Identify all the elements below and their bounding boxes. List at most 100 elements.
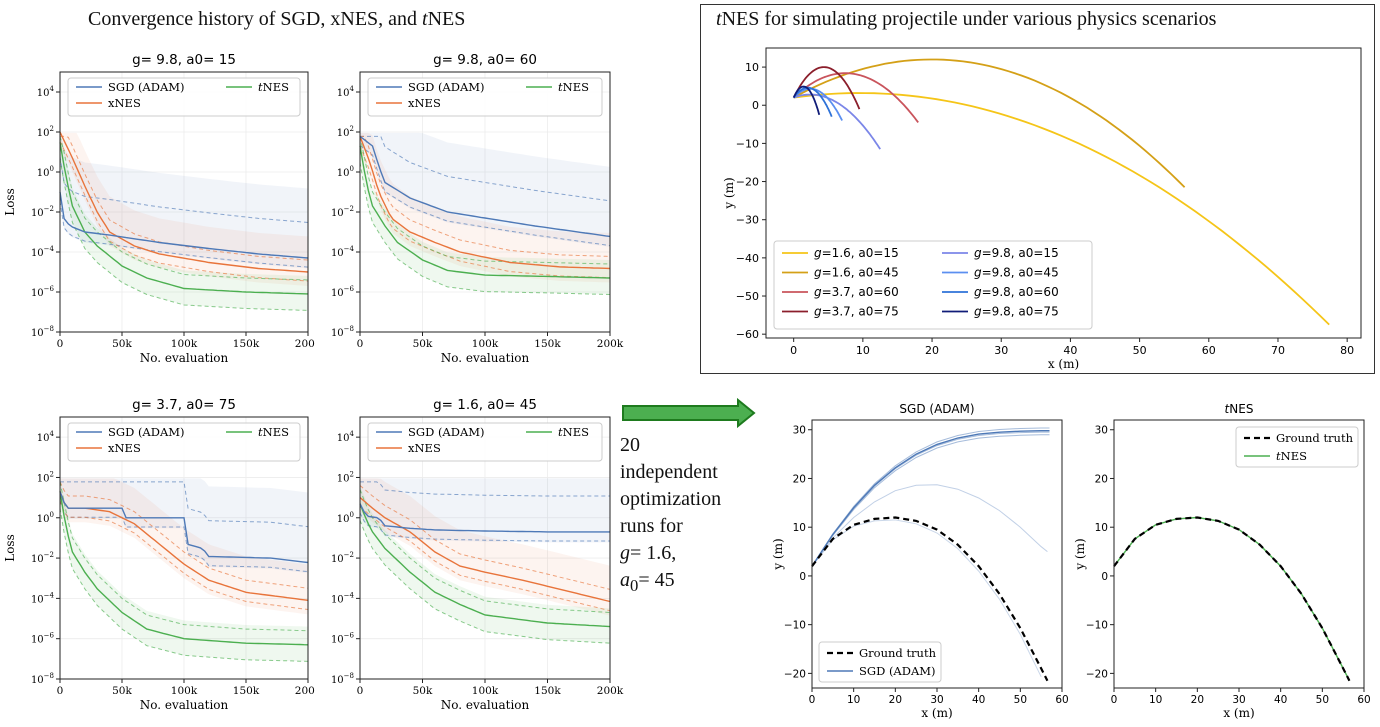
x-tick-label: 100k: [171, 685, 198, 697]
y-tick-label: −20: [1086, 668, 1108, 680]
y-tick-label: 10−2: [331, 551, 354, 565]
x-tick-label: 0: [1111, 694, 1118, 706]
x-tick-label: 200k: [597, 685, 624, 697]
legend-label: g=9.8, a0=15: [974, 246, 1059, 260]
x-tick-label: 50: [1316, 694, 1329, 706]
sgd-median-line: [359, 135, 611, 238]
x-tick-label: 200k: [295, 685, 315, 697]
chart-title: SGD (ADAM): [899, 402, 974, 416]
x-tick-label: 30: [994, 344, 1008, 357]
legend-label: SGD (ADAM): [108, 425, 185, 439]
x-tick-label: 20: [889, 694, 902, 706]
note-g-value: = 1.6,: [630, 542, 677, 564]
legend-label: Ground truth: [1276, 431, 1354, 445]
y-tick-label: −60: [736, 328, 759, 341]
loss-chart-g9.8-a60: g= 9.8, a0= 60 0 50k 100k 150k 200k 10−8 10−6 10…: [331, 52, 624, 365]
y-tick-label: 10−4: [31, 591, 55, 605]
xnes-percentile-line: [59, 500, 309, 610]
sgd-percentile-line: [360, 481, 610, 497]
legend-label: SGD (ADAM): [108, 80, 185, 94]
trajectory-line: [793, 92, 1330, 326]
legend-label: g=1.6, a0=15: [814, 246, 899, 260]
y-tick-label: 0: [799, 571, 806, 583]
sgd-percentile-line: [359, 145, 611, 247]
y-tick-label: −10: [784, 620, 806, 632]
legend-label: g=3.7, a0=60: [814, 285, 899, 299]
ground-truth-line: [811, 516, 1049, 682]
note-line-3: optimization: [620, 488, 722, 510]
legend-label: tNES: [258, 80, 289, 94]
legend-label: xNES: [108, 96, 141, 110]
tnes-median-line: [359, 503, 611, 628]
chart-title: tNES: [1225, 402, 1254, 416]
y-tick-label: 104: [337, 85, 355, 99]
y-tick-label: 100: [337, 165, 354, 179]
tnes-spread-band: [360, 485, 610, 644]
sgd-percentile-line: [59, 500, 309, 573]
legend-label: Ground truth: [859, 646, 937, 660]
note-line-6: a0= 45: [620, 567, 720, 599]
xnes-percentile-line: [360, 135, 611, 257]
y-tick-label: −20: [736, 176, 759, 189]
chart-title: g= 9.8, a0= 60: [433, 52, 537, 68]
sgd-spread-band: [60, 478, 308, 574]
x-tick-label: 0: [57, 338, 64, 350]
y-tick-label: 104: [37, 430, 55, 444]
legend-label: g=3.7, a0=75: [814, 305, 899, 319]
x-tick-label: 50k: [413, 685, 433, 697]
arrow-shape: [622, 398, 756, 429]
sgd-spread-band: [360, 478, 610, 543]
y-tick-label: 20: [1095, 473, 1108, 485]
plot-frame: [765, 47, 1362, 339]
xnes-spread-band: [60, 132, 308, 286]
y-tick-label: 10−8: [331, 325, 354, 339]
trajectory-line: [793, 72, 919, 123]
sgd-spread-band: [360, 132, 610, 247]
legend-label: tNES: [558, 425, 589, 439]
y-tick-label: 10−4: [31, 245, 55, 259]
x-tick-label: 50k: [112, 338, 132, 350]
sgd-run-line: [811, 431, 1050, 567]
sgd-percentile-line: [360, 135, 611, 202]
xnes-median-line: [59, 131, 309, 273]
loss-chart-g3.7-a75: g= 3.7, a0= 75 0 50k 100k 150k 200k 10−8 10−6 10…: [3, 397, 315, 712]
y-tick-label: 100: [37, 165, 54, 179]
x-tick-label: 60: [1055, 694, 1068, 706]
y-tick-label: 10−2: [31, 205, 54, 219]
sgd-run-line: [811, 484, 1048, 567]
trajectory-line: [792, 66, 861, 110]
y-tick-label: 30: [1095, 425, 1108, 437]
legend-label: SGD (ADAM): [408, 80, 485, 94]
tnes-percentile-line: [359, 136, 611, 265]
y-tick-label: 102: [37, 470, 54, 484]
y-tick-label: 10−6: [331, 285, 355, 299]
legend-label: xNES: [408, 441, 441, 455]
sgd-spread-band: [60, 132, 308, 269]
y-axis-label: y (m): [722, 177, 736, 209]
right-heading-t: t: [716, 8, 722, 30]
legend-label: g=9.8, a0=45: [974, 266, 1059, 280]
x-tick-label: 50: [1133, 344, 1147, 357]
sgd-fit-line: [811, 430, 1050, 567]
legend-label: xNES: [408, 96, 441, 110]
y-tick-label: 10−6: [31, 285, 55, 299]
sgd-median-line: [59, 491, 309, 564]
legend-label: g=9.8, a0=75: [974, 305, 1059, 319]
tnes-percentile-line: [59, 158, 309, 311]
tnes-median-line: [59, 142, 309, 295]
x-tick-label: 100k: [472, 338, 499, 350]
y-axis-label: y (m): [1073, 538, 1087, 570]
legend-label: tNES: [558, 80, 589, 94]
note-a-sub: 0: [630, 576, 639, 595]
right-panel-frame: [700, 4, 1375, 374]
tnes-spread-band: [360, 132, 610, 295]
loss-chart-g1.6-a45: g= 1.6, a0= 45 0 50k 100k 150k 200k 10−8 10−6 10…: [331, 397, 624, 712]
note-a: a: [620, 569, 630, 591]
x-tick-label: 60: [1202, 344, 1216, 357]
xnes-percentile-line: [60, 135, 309, 261]
legend-label: SGD (ADAM): [408, 425, 485, 439]
legend-label: SGD (ADAM): [859, 664, 936, 678]
x-tick-label: 30: [1232, 694, 1245, 706]
y-tick-label: 10−2: [31, 551, 54, 565]
